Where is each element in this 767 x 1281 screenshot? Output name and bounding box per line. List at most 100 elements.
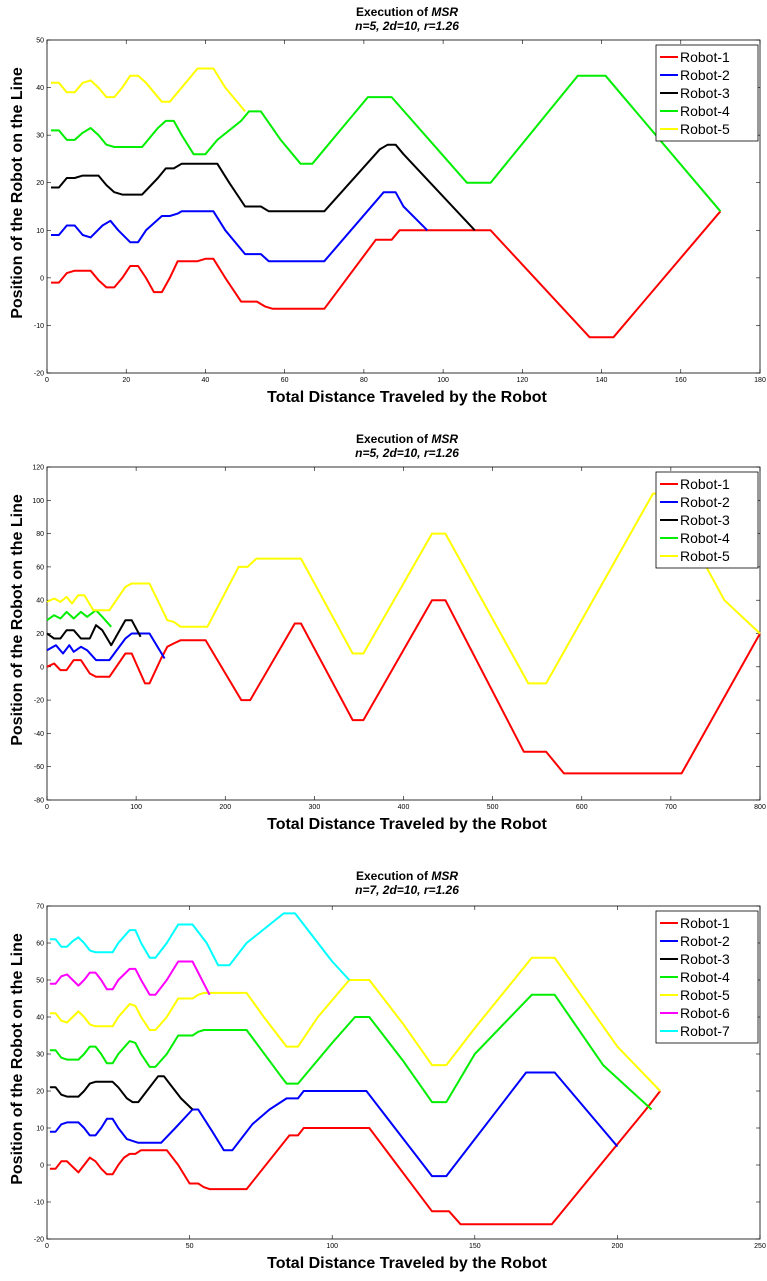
x-tick-label: 0 — [45, 377, 49, 384]
legend-label: Robot-5 — [680, 987, 730, 1003]
series-line-robot-1 — [51, 210, 722, 339]
chart-3-svg: Execution of MSR n=7, 2d=10, r=1.26 Tota… — [9, 869, 766, 1272]
legend-label: Robot-6 — [680, 1005, 730, 1021]
y-tick-label: 70 — [36, 904, 44, 911]
x-tick-label: 100 — [326, 1243, 338, 1250]
legend-label: Robot-3 — [680, 85, 730, 101]
y-tick-label: 20 — [36, 180, 44, 187]
y-tick-label: 10 — [36, 1126, 44, 1133]
series-line-robot-3 — [49, 1075, 194, 1111]
y-tick-label: 20 — [36, 1089, 44, 1096]
series-line-robot-2 — [49, 1071, 619, 1178]
y-tick-label: 0 — [40, 664, 44, 671]
y-tick-label: 60 — [36, 564, 44, 571]
legend-label: Robot-1 — [680, 49, 730, 65]
x-tick-label: 400 — [398, 804, 410, 811]
x-tick-label: 200 — [612, 1243, 624, 1250]
x-tick-label: 100 — [130, 804, 142, 811]
plot-area-frame — [46, 466, 761, 801]
legend-label: Robot-3 — [680, 951, 730, 967]
x-tick-label: 0 — [45, 804, 49, 811]
legend-label: Robot-3 — [680, 512, 730, 528]
x-tick-label: 40 — [202, 377, 210, 384]
chart-1-subtitle: n=5, 2d=10, r=1.26 — [355, 19, 459, 33]
y-tick-label: -20 — [34, 698, 44, 705]
y-tick-label: -20 — [34, 1237, 44, 1244]
series-line-robot-4 — [49, 993, 653, 1111]
x-tick-label: 0 — [45, 1243, 49, 1250]
chart-3-xlabel: Total Distance Traveled by the Robot — [267, 1255, 547, 1272]
series-line-robot-5 — [46, 492, 761, 685]
chart-2-svg: Execution of MSR n=5, 2d=10, r=1.26 Tota… — [9, 432, 766, 833]
legend-label: Robot-4 — [680, 103, 730, 119]
chart-2: Execution of MSR n=5, 2d=10, r=1.26 Tota… — [0, 427, 767, 842]
y-tick-label: -60 — [34, 764, 44, 771]
legend-label: Robot-2 — [680, 933, 730, 949]
x-tick-label: 500 — [487, 804, 499, 811]
series-line-robot-5 — [49, 956, 661, 1092]
y-tick-label: 80 — [36, 531, 44, 538]
series-line-robot-3 — [46, 619, 142, 647]
series-line-robot-4 — [51, 74, 722, 212]
chart-2-title: Execution of MSR — [356, 432, 458, 446]
y-tick-label: 10 — [36, 228, 44, 235]
y-tick-label: 30 — [36, 133, 44, 140]
series-line-robot-2 — [51, 191, 429, 263]
y-tick-label: 50 — [36, 38, 44, 45]
series-line-robot-1 — [49, 1090, 661, 1226]
chart-1-title: Execution of MSR — [356, 5, 458, 19]
legend-label: Robot-5 — [680, 121, 730, 137]
chart-2-subtitle: n=5, 2d=10, r=1.26 — [355, 446, 459, 460]
x-tick-label: 180 — [754, 377, 766, 384]
y-tick-label: 30 — [36, 1052, 44, 1059]
chart-3-subtitle: n=7, 2d=10, r=1.26 — [355, 883, 459, 897]
x-tick-label: 160 — [675, 377, 687, 384]
chart-1-ylabel: Position of the Robot on the Line — [9, 67, 26, 319]
legend-label: Robot-7 — [680, 1023, 730, 1039]
x-tick-label: 80 — [360, 377, 368, 384]
legend-label: Robot-5 — [680, 548, 730, 564]
y-tick-label: -80 — [34, 798, 44, 805]
x-tick-label: 250 — [754, 1243, 766, 1250]
x-tick-label: 200 — [219, 804, 231, 811]
y-tick-label: -40 — [34, 731, 44, 738]
x-tick-label: 50 — [186, 1243, 194, 1250]
series-line-robot-5 — [51, 67, 246, 113]
legend-label: Robot-4 — [680, 530, 730, 546]
x-tick-label: 700 — [665, 804, 677, 811]
chart-3-ylabel: Position of the Robot on the Line — [9, 933, 26, 1185]
chart-1-xlabel: Total Distance Traveled by the Robot — [267, 389, 547, 406]
x-tick-label: 300 — [309, 804, 321, 811]
chart-2-ylabel: Position of the Robot on the Line — [9, 494, 26, 746]
x-tick-label: 120 — [516, 377, 528, 384]
chart-3-title: Execution of MSR — [356, 869, 458, 883]
legend-label: Robot-1 — [680, 476, 730, 492]
y-tick-label: 20 — [36, 631, 44, 638]
x-tick-label: 100 — [437, 377, 449, 384]
chart-1: Execution of MSR n=5, 2d=10, r=1.26 Tota… — [0, 0, 767, 415]
y-tick-label: 0 — [40, 1163, 44, 1170]
legend-label: Robot-2 — [680, 494, 730, 510]
series-line-robot-2 — [46, 632, 166, 662]
y-tick-label: 40 — [36, 85, 44, 92]
legend-label: Robot-2 — [680, 67, 730, 83]
x-tick-label: 60 — [281, 377, 289, 384]
legend-label: Robot-4 — [680, 969, 730, 985]
x-tick-label: 600 — [576, 804, 588, 811]
x-tick-label: 140 — [596, 377, 608, 384]
y-tick-label: -20 — [34, 371, 44, 378]
plot-area-frame — [46, 905, 761, 1240]
chart-2-xlabel: Total Distance Traveled by the Robot — [267, 816, 547, 833]
series-line-robot-6 — [49, 960, 211, 996]
y-tick-label: -10 — [34, 1200, 44, 1207]
y-tick-label: 50 — [36, 978, 44, 985]
chart-3: Execution of MSR n=7, 2d=10, r=1.26 Tota… — [0, 864, 767, 1281]
y-tick-label: 60 — [36, 941, 44, 948]
x-tick-label: 150 — [469, 1243, 481, 1250]
y-tick-label: 120 — [32, 465, 44, 472]
y-tick-label: 40 — [36, 1015, 44, 1022]
plot-area-frame — [46, 39, 761, 374]
y-tick-label: -10 — [34, 323, 44, 330]
series-line-robot-4 — [46, 609, 112, 628]
legend-label: Robot-1 — [680, 915, 730, 931]
